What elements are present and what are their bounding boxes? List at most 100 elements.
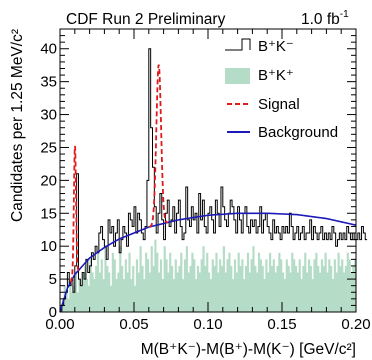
same-sign-bar: [135, 259, 138, 312]
same-sign-bar: [293, 259, 296, 312]
y-tick-label: 15: [40, 205, 57, 222]
same-sign-bar: [239, 265, 242, 312]
same-sign-bar: [78, 279, 81, 312]
same-sign-bar: [300, 279, 303, 312]
tick-labels: 0.00 0.05 0.10 0.15 0.20 0 5 10 15 20 25 30 35 40: [40, 41, 370, 333]
same-sign-bar: [121, 265, 124, 312]
same-sign-bar: [228, 252, 231, 312]
same-sign-bar: [191, 252, 194, 312]
same-sign-bar: [154, 239, 157, 312]
same-sign-bar: [263, 279, 266, 312]
same-sign-bar: [208, 272, 211, 312]
same-sign-bar: [298, 259, 301, 312]
same-sign-bar: [159, 259, 163, 312]
same-sign-bar: [317, 265, 320, 312]
background-line: [59, 212, 357, 313]
same-sign-bar: [226, 259, 229, 312]
same-sign-bar: [93, 279, 96, 312]
same-sign-bar: [126, 272, 129, 312]
same-sign-bar: [346, 252, 349, 312]
same-sign-bar: [335, 272, 338, 312]
same-sign-bar: [343, 272, 346, 312]
y-tick-label: 10: [40, 238, 57, 255]
same-sign-bar: [198, 272, 201, 312]
y-tick-label: 0: [49, 304, 57, 321]
same-sign-bar: [113, 259, 116, 312]
same-sign-bar: [115, 279, 118, 312]
same-sign-bar: [291, 252, 294, 312]
opposite-sign-histogram: [60, 48, 368, 313]
same-sign-bar: [274, 272, 277, 312]
same-sign-bar: [319, 272, 322, 312]
same-sign-bar: [311, 279, 314, 312]
legend-swatch-opposite-sign: [225, 38, 251, 51]
same-sign-bar: [285, 259, 288, 312]
same-sign-bar: [202, 246, 205, 312]
x-tick-label: 0.05: [119, 316, 148, 333]
y-tick-label: 40: [40, 41, 57, 58]
same-sign-bar: [224, 272, 227, 312]
luminosity-exponent: -1: [340, 9, 349, 20]
same-sign-bar: [187, 272, 190, 312]
same-sign-bar: [302, 265, 305, 312]
same-sign-bar: [328, 259, 331, 312]
same-sign-bar: [163, 246, 166, 312]
same-sign-bar: [97, 252, 100, 312]
same-sign-bar: [222, 246, 225, 312]
same-sign-bar: [306, 272, 309, 312]
experiment-title: CDF Run 2 Preliminary: [66, 11, 226, 28]
same-sign-bar: [252, 246, 255, 312]
same-sign-bar: [72, 285, 76, 312]
same-sign-bar: [272, 259, 275, 312]
same-sign-bar: [145, 252, 148, 312]
same-sign-bar: [182, 279, 185, 312]
same-sign-bar: [322, 265, 325, 312]
same-sign-bar: [109, 285, 113, 312]
same-sign-bar: [267, 272, 270, 312]
same-sign-bar: [257, 252, 261, 312]
same-sign-bar: [326, 272, 329, 312]
same-sign-bar: [315, 252, 318, 312]
same-sign-bar: [165, 259, 168, 312]
same-sign-bar: [106, 265, 109, 312]
legend-label-same-sign: B⁺K⁺: [258, 67, 294, 84]
same-sign-bar: [104, 246, 107, 312]
same-sign-bar: [176, 272, 179, 312]
same-sign-bar: [174, 259, 177, 312]
same-sign-bar: [87, 285, 90, 312]
same-sign-bar: [245, 265, 248, 312]
same-sign-bar: [146, 259, 150, 312]
same-sign-bar: [91, 272, 94, 312]
same-sign-bar: [230, 265, 233, 312]
same-sign-bar: [195, 279, 198, 312]
same-sign-bar: [304, 252, 307, 312]
background-curve: [59, 212, 357, 313]
same-sign-bar: [150, 246, 153, 312]
same-sign-bar: [132, 265, 135, 312]
same-sign-bar: [348, 259, 351, 312]
same-sign-bar: [67, 298, 70, 312]
same-sign-bar: [141, 265, 144, 312]
same-sign-bar: [82, 272, 85, 312]
legend-swatch-same-sign: [225, 68, 250, 84]
same-sign-bar: [259, 259, 262, 312]
same-sign-bar: [320, 259, 323, 312]
signal-peak: [69, 145, 80, 283]
luminosity-value: 1.0 fb: [301, 11, 340, 28]
same-sign-bar: [137, 272, 140, 312]
legend: B⁺K⁻ B⁺K⁺ Signal Background: [225, 38, 338, 141]
same-sign-bar: [220, 265, 224, 312]
same-sign-bar: [124, 259, 127, 312]
same-sign-bar: [158, 272, 161, 312]
same-sign-bar: [189, 265, 192, 312]
same-sign-bar: [283, 279, 286, 312]
same-sign-bar: [241, 259, 244, 312]
same-sign-bar: [100, 259, 103, 312]
same-sign-bar: [339, 265, 342, 312]
same-sign-bar: [65, 292, 68, 312]
same-sign-bar: [200, 259, 203, 312]
same-sign-bar: [76, 292, 79, 312]
y-tick-label: 35: [40, 74, 57, 91]
y-tick-label: 25: [40, 139, 57, 156]
